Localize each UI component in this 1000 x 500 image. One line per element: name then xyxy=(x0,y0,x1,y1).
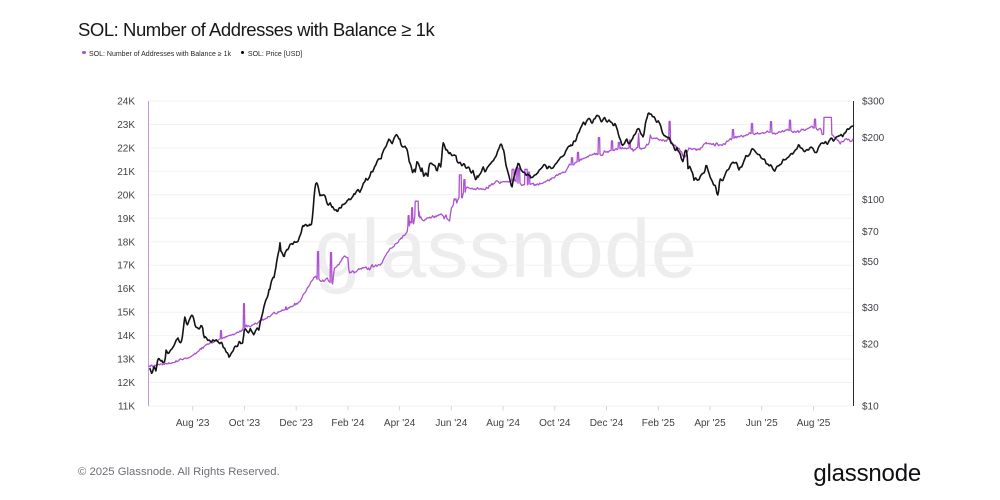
svg-text:Oct '23: Oct '23 xyxy=(229,418,261,429)
svg-text:18K: 18K xyxy=(117,237,135,248)
svg-text:17K: 17K xyxy=(117,261,135,272)
svg-text:Aug '25: Aug '25 xyxy=(797,418,831,429)
svg-text:14K: 14K xyxy=(117,331,135,342)
svg-text:Aug '23: Aug '23 xyxy=(176,418,210,429)
svg-text:$50: $50 xyxy=(862,257,879,268)
svg-text:Apr '25: Apr '25 xyxy=(694,418,726,429)
svg-text:$300: $300 xyxy=(862,97,885,108)
svg-text:12K: 12K xyxy=(117,378,135,389)
svg-text:19K: 19K xyxy=(117,214,135,225)
svg-text:$20: $20 xyxy=(862,339,879,350)
svg-text:Oct '24: Oct '24 xyxy=(539,418,571,429)
svg-text:16K: 16K xyxy=(117,284,135,295)
svg-text:13K: 13K xyxy=(117,355,135,366)
svg-text:$10: $10 xyxy=(862,402,879,413)
svg-text:22K: 22K xyxy=(117,143,135,154)
svg-text:Jun '25: Jun '25 xyxy=(746,418,778,429)
svg-text:Feb '25: Feb '25 xyxy=(642,418,675,429)
svg-text:Feb '24: Feb '24 xyxy=(331,418,364,429)
svg-text:$70: $70 xyxy=(862,227,879,238)
svg-text:24K: 24K xyxy=(117,97,135,108)
svg-text:$30: $30 xyxy=(862,303,879,314)
svg-text:Aug '24: Aug '24 xyxy=(486,418,520,429)
svg-text:20K: 20K xyxy=(117,190,135,201)
svg-text:Jun '24: Jun '24 xyxy=(435,418,467,429)
svg-text:$200: $200 xyxy=(862,133,885,144)
svg-text:21K: 21K xyxy=(117,167,135,178)
svg-text:Dec '23: Dec '23 xyxy=(279,418,313,429)
svg-text:11K: 11K xyxy=(118,402,135,413)
svg-text:Apr '24: Apr '24 xyxy=(384,418,416,429)
svg-text:glassnode: glassnode xyxy=(315,202,698,295)
svg-text:Dec '24: Dec '24 xyxy=(590,418,624,429)
svg-text:$100: $100 xyxy=(862,195,885,206)
svg-text:15K: 15K xyxy=(117,308,135,319)
svg-text:23K: 23K xyxy=(117,120,135,131)
